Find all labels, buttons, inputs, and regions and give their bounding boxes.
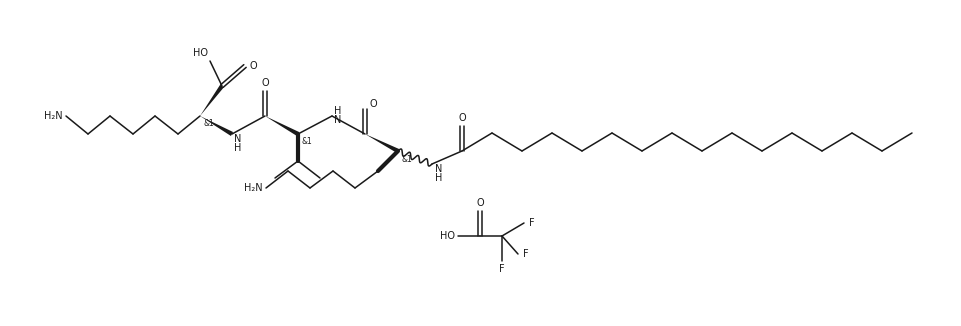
Text: H: H [334,106,341,116]
Polygon shape [200,116,234,136]
Polygon shape [265,116,299,136]
Text: &1: &1 [301,138,311,146]
Text: &1: &1 [203,120,213,128]
Text: N: N [334,115,341,125]
Text: O: O [261,78,269,88]
Text: O: O [250,61,258,71]
Text: F: F [523,249,529,259]
Text: H: H [435,173,442,183]
Text: O: O [370,99,378,109]
Text: H: H [234,143,241,153]
Polygon shape [365,134,399,153]
Text: H₂N: H₂N [44,111,63,121]
Text: HO: HO [193,48,208,58]
Text: HO: HO [440,231,455,241]
Text: H₂N: H₂N [244,183,263,193]
Polygon shape [200,85,224,116]
Text: &1: &1 [401,155,411,164]
Text: F: F [499,264,505,274]
Text: F: F [529,218,534,228]
Text: N: N [435,164,442,174]
Text: N: N [234,134,241,144]
Text: O: O [458,113,466,123]
Text: O: O [477,198,483,208]
